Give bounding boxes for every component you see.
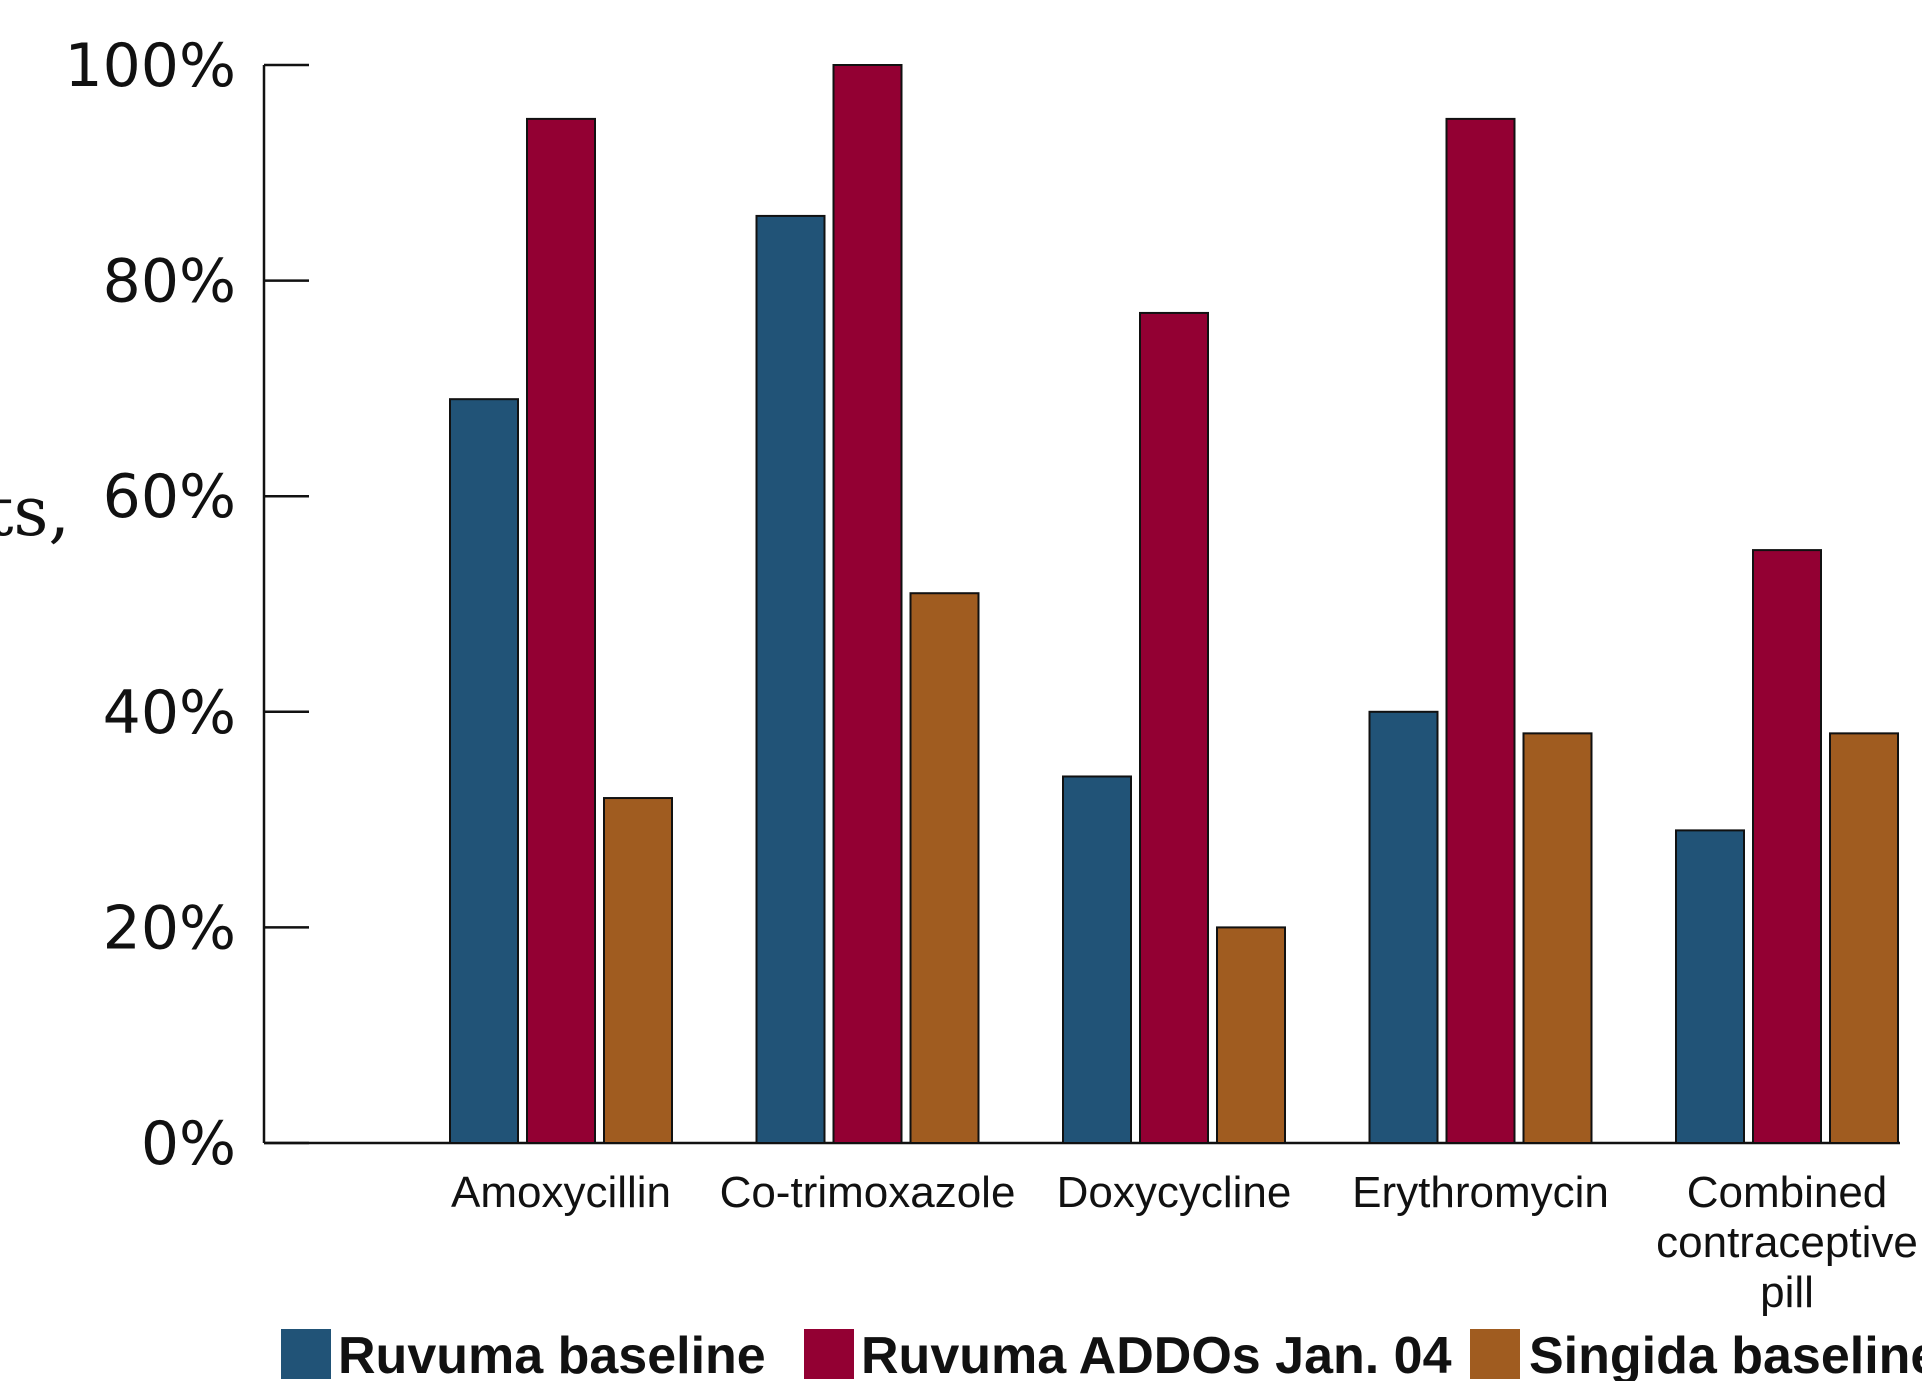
bar	[1139, 311, 1209, 1144]
bar	[1216, 926, 1286, 1145]
bar	[1752, 549, 1822, 1144]
legend-swatch	[281, 1329, 331, 1379]
bar	[755, 214, 826, 1145]
category-labels: Amoxycillin Co-trimoxazole Doxycycline Eryt…	[451, 1168, 1918, 1317]
bar	[1368, 710, 1439, 1144]
legend-label: Singida baseline	[1529, 1327, 1922, 1381]
bar	[1675, 829, 1745, 1144]
y-tick-label: 100%	[64, 31, 236, 101]
legend-swatch	[804, 1329, 854, 1379]
bars	[449, 64, 1899, 1145]
legend-label: Ruvuma ADDOs Jan. 04	[861, 1327, 1452, 1381]
bar	[1445, 117, 1516, 1144]
y-tick-label: 20%	[103, 893, 236, 963]
y-axis-label: ts,	[0, 473, 70, 552]
x-tick-label: Doxycycline	[1057, 1168, 1292, 1217]
bar	[449, 398, 519, 1144]
x-tick-label: Amoxycillin	[451, 1168, 671, 1217]
bar	[1829, 732, 1899, 1144]
bar	[526, 117, 596, 1144]
y-tick-label: 0%	[141, 1109, 236, 1179]
x-tick-label: Combined contraceptive pill	[1656, 1168, 1918, 1317]
bar	[1522, 732, 1593, 1144]
y-tick-label: 80%	[103, 247, 236, 317]
legend-swatch	[1470, 1329, 1520, 1379]
bar	[1062, 775, 1132, 1144]
x-tick-label: Erythromycin	[1352, 1168, 1609, 1217]
y-tick-label: 60%	[103, 462, 236, 532]
y-tick-label: 40%	[103, 678, 236, 748]
x-tick-label: Co-trimoxazole	[720, 1168, 1016, 1217]
bar	[603, 797, 673, 1144]
bar	[909, 592, 980, 1144]
axes: 0% 20% 40% 60% 80% 100%	[64, 31, 1900, 1179]
bar	[832, 64, 903, 1144]
y-axis-label-group: ts,	[0, 473, 70, 552]
legend-label: Ruvuma baseline	[338, 1327, 766, 1381]
legend: Ruvuma baseline Ruvuma ADDOs Jan. 04 Singi…	[281, 1327, 1922, 1381]
